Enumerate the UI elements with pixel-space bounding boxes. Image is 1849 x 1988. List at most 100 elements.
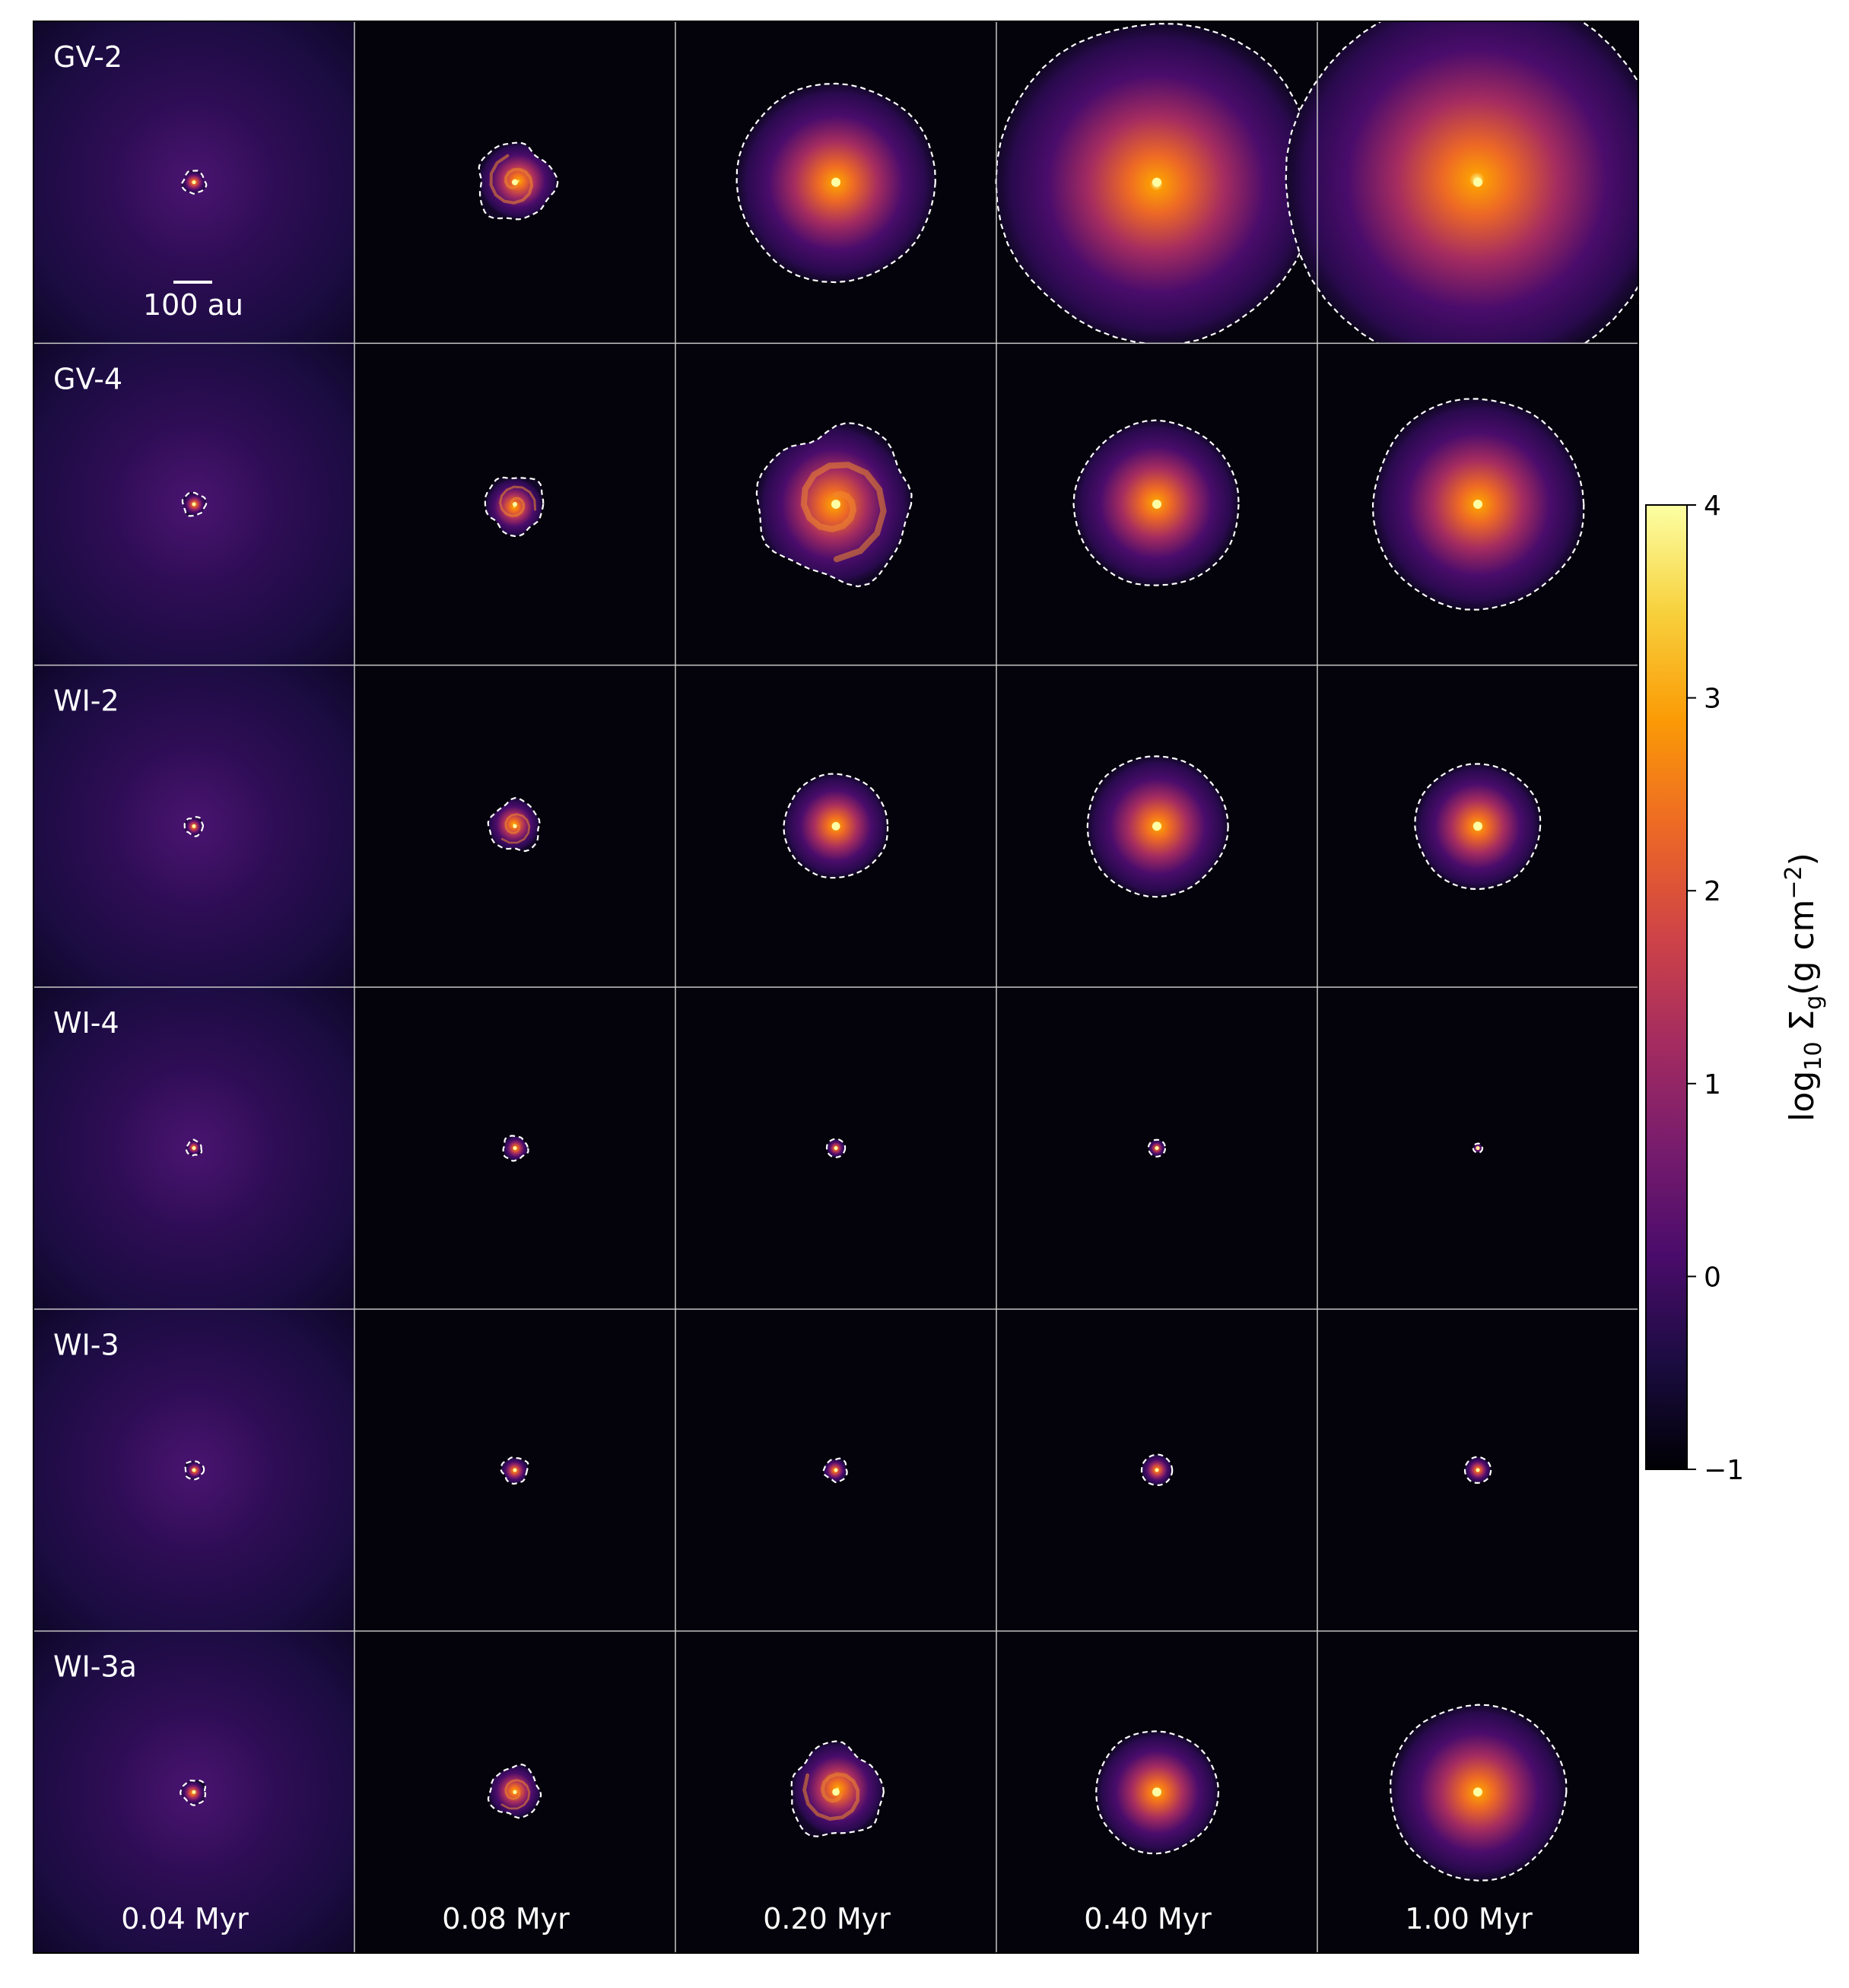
central-peak	[1152, 1787, 1161, 1797]
colorbar-label-sigma: Σ	[1783, 1010, 1822, 1042]
column-label: 0.20 Myr	[763, 1902, 891, 1936]
central-peak	[1473, 821, 1482, 831]
colorbar-label-units: (g cm	[1783, 900, 1822, 996]
disk-contour	[1390, 1704, 1568, 1882]
column-label: 1.00 Myr	[1405, 1902, 1533, 1936]
disk-contour	[825, 1138, 847, 1158]
disk-contour	[735, 82, 936, 284]
disk	[1285, 21, 1638, 371]
central-peak	[1476, 1146, 1480, 1151]
central-peak	[192, 180, 196, 185]
column-label: 0.04 Myr	[121, 1902, 249, 1936]
disk-contour	[1140, 1453, 1174, 1486]
column-labels: 0.04 Myr 0.08 Myr 0.20 Myr 0.40 Myr 1.00 Myr	[121, 1902, 1533, 1936]
disk-contour	[822, 1457, 848, 1484]
colorbar-label-log: log	[1783, 1071, 1822, 1122]
central-peak	[1473, 177, 1482, 187]
panel-wi-3-4	[1317, 1309, 1638, 1631]
central-peak	[1476, 1468, 1480, 1472]
panel-wi-2-3	[996, 665, 1317, 987]
row-label: GV-4	[53, 362, 122, 395]
central-peak	[831, 177, 840, 187]
row-label: WI-3	[53, 1328, 119, 1361]
central-peak	[1473, 499, 1482, 509]
panel-wi-4-3	[996, 986, 1317, 1310]
panel-wi-3a-1	[354, 1631, 675, 1953]
central-peak	[831, 821, 840, 830]
panel-wi-4-2	[675, 986, 996, 1310]
central-peak	[513, 1790, 517, 1794]
panel-gv-2-3	[995, 21, 1318, 346]
panel-wi-2-2	[675, 665, 996, 987]
column-label: 0.08 Myr	[442, 1902, 570, 1936]
colorbar: −1 0 1 2 3 4 log10 Σg(g cm−2)	[1645, 491, 1827, 1486]
colorbar-tick-label: 2	[1704, 876, 1721, 907]
central-peak	[1152, 821, 1161, 831]
panel-gv-4-4	[1317, 343, 1638, 665]
panel-wi-2-1	[354, 665, 675, 987]
disk-contour	[181, 491, 208, 517]
disk-contour	[1463, 1456, 1492, 1484]
panel-wi-3-0	[33, 1309, 354, 1631]
disk-contour	[502, 1135, 529, 1162]
colorbar-label-sigma-sub: g	[1800, 996, 1827, 1010]
central-peak	[1152, 499, 1161, 509]
panel-gv-4-2	[675, 343, 996, 665]
colorbar-tick-label: 4	[1704, 491, 1721, 522]
disk-contour	[478, 141, 559, 221]
central-peak	[1473, 1787, 1482, 1797]
panel-gv-4-3	[996, 343, 1317, 665]
colorbar-fill	[1645, 504, 1688, 1470]
central-peak	[192, 1468, 196, 1472]
colorbar-label-log-sub: 10	[1800, 1042, 1827, 1071]
disk-contour	[500, 1456, 529, 1485]
panel-gv-2-4	[1285, 21, 1638, 372]
panel-wi-4-1	[354, 986, 675, 1310]
spiral-arm	[499, 485, 537, 518]
panel-wi-3a-2	[675, 1631, 996, 1953]
central-peak	[192, 824, 196, 828]
central-peak	[192, 502, 196, 507]
spiral-arm	[802, 1772, 860, 1821]
disk-contour	[1414, 763, 1542, 891]
disk-contour	[183, 816, 205, 837]
row-label: WI-2	[53, 684, 119, 718]
disk-contour	[1472, 1142, 1484, 1154]
row-labels: GV-2 GV-4 WI-2 WI-4 WI-3 WI-3a	[53, 40, 137, 1684]
disk-contour	[185, 1138, 203, 1157]
disk-contour	[1072, 419, 1240, 586]
colorbar-tick-label: 3	[1704, 684, 1721, 715]
panel-wi-3-2	[675, 1309, 996, 1631]
panel-wi-3a-0	[33, 1631, 354, 1953]
panel-wi-3a-4	[1317, 1631, 1638, 1953]
panel-wi-3a-3	[996, 1631, 1317, 1953]
central-peak	[513, 1468, 517, 1472]
panel-separators	[33, 21, 1638, 1953]
colorbar-tick-label: 1	[1704, 1069, 1721, 1100]
colorbar-label-exp: −2	[1781, 865, 1807, 899]
panel-wi-4-0	[33, 986, 354, 1310]
colorbar-tick-label: −1	[1704, 1455, 1744, 1486]
disk-contour	[484, 476, 545, 538]
disk-contour	[1086, 755, 1229, 898]
spiral-arm	[500, 1779, 531, 1810]
colorbar-tick-label: 0	[1704, 1262, 1721, 1293]
central-peak	[512, 501, 518, 507]
grid-frame	[33, 21, 1639, 1954]
colorbar-label-close: )	[1783, 853, 1822, 865]
panel-wi-2-4	[1317, 665, 1638, 987]
central-peak	[1155, 1146, 1159, 1151]
row-label: GV-2	[53, 40, 122, 74]
row-label: WI-4	[53, 1006, 119, 1040]
spiral-arm	[500, 813, 531, 844]
disk-contour	[790, 1740, 885, 1837]
disk-contour	[179, 1779, 207, 1806]
central-peak	[511, 179, 519, 186]
disk-contour	[1371, 398, 1585, 611]
panel-grid	[33, 21, 1638, 1953]
disk-contour	[755, 421, 913, 588]
panel-wi-4-4	[1317, 986, 1638, 1310]
panel-wi-3-3	[996, 1309, 1317, 1631]
central-peak	[513, 824, 517, 828]
disk-contour	[783, 773, 889, 879]
